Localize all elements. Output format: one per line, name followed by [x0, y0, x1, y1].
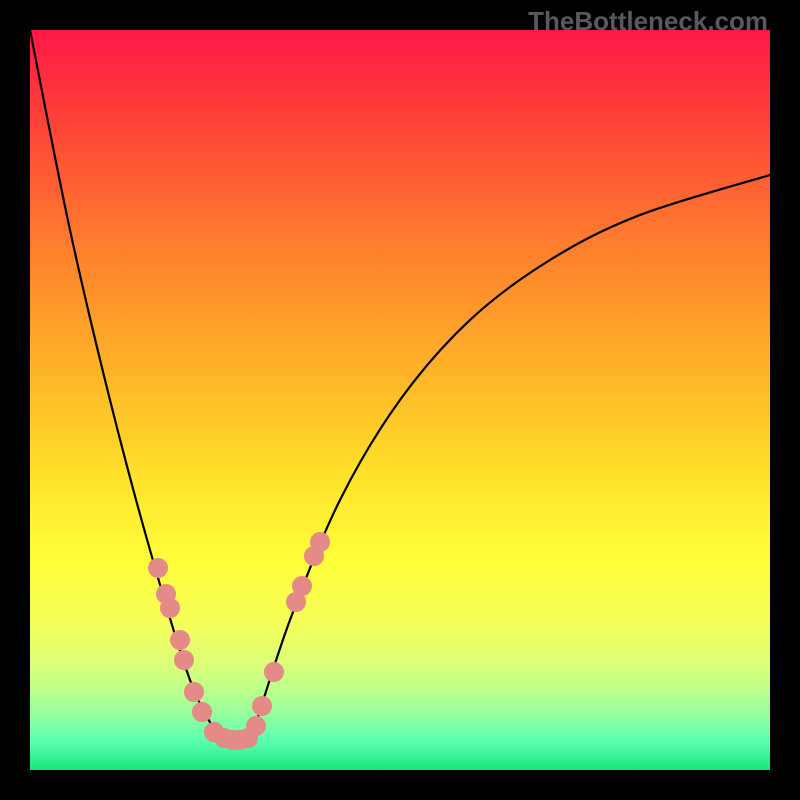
gradient-background [30, 30, 770, 770]
watermark-text: TheBottleneck.com [528, 6, 768, 37]
plot-area [30, 30, 770, 770]
